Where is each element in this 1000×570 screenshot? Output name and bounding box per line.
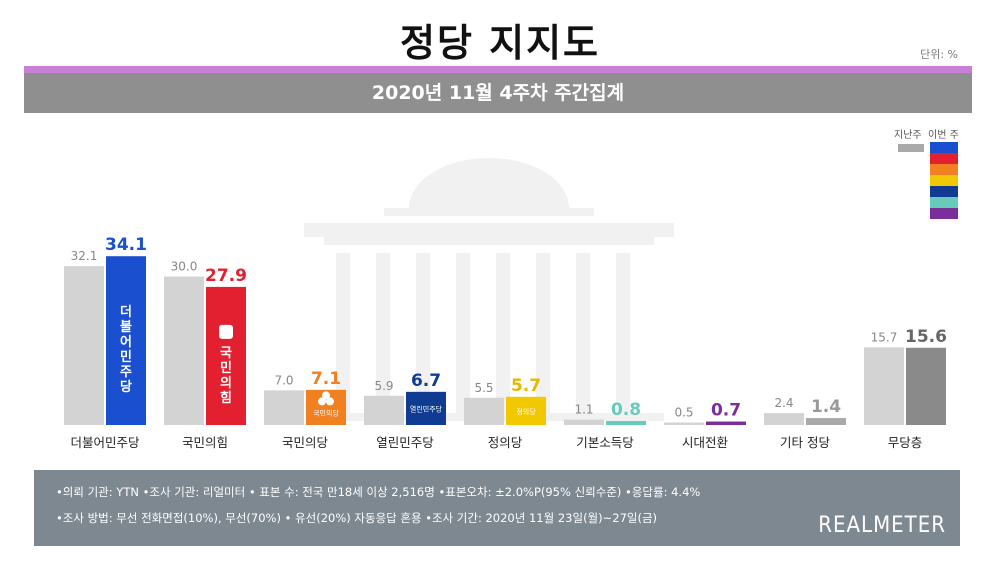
bar-this-week <box>906 347 946 425</box>
party-logo-icon: 정의당 <box>516 407 536 416</box>
bar-prev-week <box>664 422 704 425</box>
legend-curr-swatch <box>930 186 958 197</box>
prev-value-label: 5.5 <box>474 381 493 395</box>
realmeter-logo: REALMETER <box>818 513 946 538</box>
bar-prev-week <box>264 390 304 425</box>
bar-this-week <box>206 286 246 425</box>
legend-prev-label: 지난주 <box>894 130 922 141</box>
prev-value-label: 32.1 <box>71 249 98 263</box>
party-logo-char: 민 <box>220 360 232 376</box>
party-logo-icon: 국민의당 <box>313 391 339 417</box>
party-logo-char: 힘 <box>220 390 232 406</box>
legend-curr-swatch <box>930 142 958 153</box>
party-logo-icon: 국민의힘 <box>219 324 233 406</box>
party-logo-char: 국 <box>220 346 232 361</box>
party-logo-icon: 더불어민주당 <box>120 304 132 395</box>
category-label: 정의당 <box>488 435 523 450</box>
party-logo-char: 주 <box>120 365 132 380</box>
survey-info-line-2: •조사 방법: 무선 전화면접(10%), 무선(70%) • 유선(20%) … <box>56 511 658 525</box>
bar-prev-week <box>864 347 904 425</box>
category-label: 열린민주당 <box>376 435 434 450</box>
bar-this-week <box>406 391 446 425</box>
category-label: 더불어민주당 <box>70 435 140 450</box>
party-logo-text: 국민의당 <box>313 408 339 417</box>
curr-value-label: 0.7 <box>711 401 741 421</box>
curr-value-label: 7.1 <box>311 369 341 389</box>
party-logo-text: 열린민주당 <box>410 404 443 413</box>
prev-value-label: 1.1 <box>574 403 593 417</box>
curr-value-label: 5.7 <box>511 376 541 396</box>
curr-value-label: 15.6 <box>905 327 947 347</box>
bar-this-week <box>806 418 846 425</box>
legend-curr-swatch <box>930 153 958 164</box>
bar-prev-week <box>564 419 604 425</box>
curr-value-label: 34.1 <box>105 235 147 255</box>
prev-value-label: 2.4 <box>774 396 793 410</box>
bar-prev-week <box>464 397 504 425</box>
party-logo-char: 어 <box>120 334 132 350</box>
category-label: 무당층 <box>888 435 923 450</box>
prev-value-label: 7.0 <box>274 373 293 387</box>
bar-this-week <box>606 421 646 425</box>
legend-curr-swatch <box>930 175 958 186</box>
party-logo-char: 불 <box>120 320 132 335</box>
category-label: 시대전환 <box>682 435 729 450</box>
bar-prev-week <box>164 276 204 425</box>
survey-info-box: •의뢰 기관: YTN •조사 기관: 리얼미터 • 표본 수: 전국 만18세… <box>34 470 960 546</box>
chart-subtitle: 2020년 11월 4주차 주간집계 <box>24 73 972 113</box>
unit-label: 단위: % <box>920 48 958 61</box>
chart-area: 32.1 34.1 더불어민주당 더 불 어 민 주 당 30.0 27.9 국민의힘 국 민 의 힘 7.0 7… <box>24 113 972 455</box>
bar-this-week <box>506 396 546 425</box>
prev-value-label: 30.0 <box>171 260 198 274</box>
legend-prev-swatch <box>898 144 924 152</box>
curr-value-label: 1.4 <box>811 397 841 417</box>
party-logo-text: 정의당 <box>516 407 536 416</box>
party-logo-char: 당 <box>120 379 132 395</box>
legend: 지난주 이번 주 <box>866 120 966 220</box>
party-logo-char: 더 <box>120 304 132 320</box>
category-label: 기타 정당 <box>780 435 830 450</box>
legend-swatches <box>898 142 958 219</box>
party-logo-icon: 열린민주당 <box>410 404 443 413</box>
survey-info-line-1: •의뢰 기관: YTN •조사 기관: 리얼미터 • 표본 수: 전국 만18세… <box>56 485 701 499</box>
prev-value-label: 15.7 <box>871 330 898 344</box>
category-label: 국민의힘 <box>182 435 228 450</box>
legend-curr-swatch <box>930 197 958 208</box>
chart-title: 정당 지지도 <box>399 21 601 65</box>
curr-value-label: 0.8 <box>611 400 641 420</box>
logo-dot <box>326 397 334 406</box>
category-label: 기본소득당 <box>576 435 634 450</box>
legend-curr-swatch <box>930 208 958 219</box>
legend-curr-swatch <box>930 164 958 175</box>
bar-this-week <box>706 421 746 425</box>
prev-value-label: 0.5 <box>674 406 693 420</box>
curr-value-label: 6.7 <box>411 371 441 391</box>
accent-line <box>24 66 972 73</box>
party-logo-mark <box>219 324 233 339</box>
logo-dot <box>322 391 330 400</box>
category-label: 국민의당 <box>282 435 329 450</box>
party-logo-char: 민 <box>120 349 132 365</box>
legend-curr-label: 이번 주 <box>928 130 959 141</box>
logo-dot <box>318 397 326 406</box>
bar-prev-week <box>764 413 804 425</box>
bar-this-week <box>106 256 146 425</box>
prev-value-label: 5.9 <box>374 379 393 393</box>
curr-value-label: 27.9 <box>205 266 247 286</box>
bar-prev-week <box>364 395 404 425</box>
bar-prev-week <box>64 266 104 425</box>
party-logo-char: 의 <box>220 375 232 391</box>
